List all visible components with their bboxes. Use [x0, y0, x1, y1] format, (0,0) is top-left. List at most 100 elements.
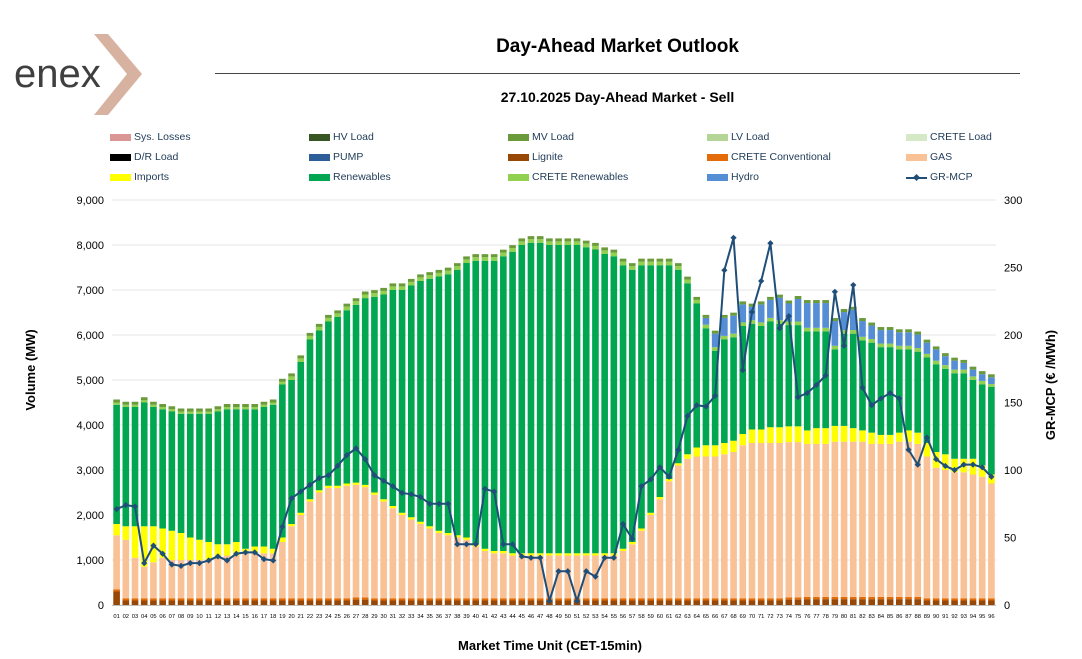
x-tick-label: 03 [132, 614, 138, 620]
bar-segment [794, 426, 802, 443]
x-tick-label: 49 [555, 614, 561, 620]
bar-segment [739, 445, 747, 599]
bar-segment [767, 321, 774, 428]
bar-segment [592, 553, 599, 556]
bar-segment [656, 598, 664, 601]
bar-segment [527, 239, 535, 243]
x-tick-label: 39 [463, 614, 469, 620]
bar-segment [684, 600, 691, 605]
bar-segment [269, 548, 277, 554]
bar-segment [813, 596, 820, 600]
x-tick-label: 96 [988, 614, 994, 620]
bar-segment [509, 600, 516, 605]
bar-segment [988, 598, 995, 601]
bar-segment [582, 553, 590, 556]
legend-label: Sys. Losses [134, 131, 191, 143]
bar-segment [371, 492, 378, 495]
bar-segment [785, 442, 793, 598]
bar-segment [361, 487, 369, 598]
bar-load-cap [592, 242, 599, 246]
bar-segment [923, 600, 931, 605]
gr-mcp-point [831, 288, 838, 295]
bar-segment [564, 555, 572, 599]
bar-load-cap [555, 238, 562, 242]
x-tick-label: 04 [141, 614, 148, 620]
bar-segment [426, 600, 433, 605]
bar-segment [582, 247, 590, 554]
legend-label: CRETE Renewables [532, 171, 629, 183]
bar-load-cap [684, 276, 691, 280]
legend-label: LV Load [731, 131, 770, 143]
bar-segment [803, 443, 811, 597]
bar-segment [279, 598, 286, 601]
bar-segment [748, 598, 756, 601]
x-tick-label: 73 [776, 614, 782, 620]
y2-tick-label: 150 [1004, 398, 1022, 410]
x-tick-label: 86 [896, 614, 902, 620]
legend-swatch [309, 174, 330, 181]
bar-segment [325, 598, 332, 601]
bar-segment [969, 380, 977, 459]
bar-segment [702, 600, 710, 605]
bar-segment [748, 323, 756, 430]
bar-load-cap [407, 278, 415, 282]
x-tick-label: 62 [675, 614, 681, 620]
bar-segment [233, 600, 240, 605]
bar-segment [398, 600, 406, 605]
bar-segment [721, 317, 728, 336]
bar-segment [343, 306, 351, 311]
bar-segment [140, 600, 148, 605]
gr-mcp-point [454, 541, 461, 548]
bar-segment [536, 600, 544, 605]
bar-segment [122, 407, 130, 527]
x-tick-label: 20 [288, 614, 294, 620]
bar-segment [988, 384, 995, 387]
bar-load-cap [859, 318, 866, 322]
legend-swatch [508, 174, 529, 181]
bar-load-cap [776, 294, 783, 298]
bar-segment [988, 600, 995, 605]
bar-segment [730, 600, 737, 605]
bar-segment [490, 553, 498, 599]
bar-segment [481, 598, 489, 601]
legend-swatch [707, 134, 728, 141]
bar-segment [168, 530, 176, 560]
bar-segment [739, 600, 747, 605]
x-tick-label: 15 [242, 614, 248, 620]
bar-segment [886, 434, 894, 444]
bar-segment [500, 551, 507, 554]
bar-segment [546, 245, 553, 554]
bar-segment [490, 260, 498, 551]
gr-mcp-point [389, 483, 396, 490]
bar-segment [177, 411, 185, 414]
bar-segment [693, 456, 701, 599]
bar-segment [122, 539, 130, 599]
bar-segment [223, 598, 231, 601]
bar-segment [628, 600, 636, 605]
bar-segment [849, 428, 857, 442]
bar-load-cap [279, 378, 286, 382]
bar-segment [785, 597, 793, 600]
bar-load-cap [757, 301, 765, 305]
bar-segment [693, 598, 701, 601]
gr-mcp-point [435, 500, 443, 507]
bar-segment [186, 537, 194, 560]
bar-segment [435, 272, 443, 277]
bar-segment [242, 409, 249, 549]
bar-segment [592, 245, 599, 250]
gr-mcp-point [518, 553, 525, 560]
bar-segment [205, 600, 212, 605]
bar-segment [767, 299, 774, 318]
x-tick-label: 32 [399, 614, 405, 620]
bar-load-cap [665, 258, 673, 262]
legend-label: PUMP [333, 151, 364, 163]
bar-segment [490, 257, 498, 261]
bar-segment [233, 407, 240, 410]
x-tick-label: 08 [178, 614, 184, 620]
bar-segment [702, 324, 710, 329]
bar-load-cap [822, 300, 829, 304]
bar-load-cap [942, 353, 949, 357]
bar-segment [665, 598, 673, 601]
y2-axis-title: GR-MCP (€ /MWh) [1043, 330, 1058, 440]
bar-segment [444, 535, 452, 599]
